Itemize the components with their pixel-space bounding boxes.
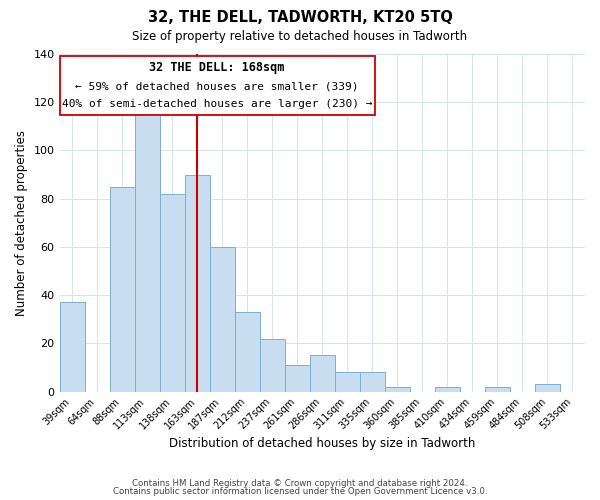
Bar <box>235 312 260 392</box>
Bar <box>535 384 560 392</box>
Bar <box>385 387 410 392</box>
X-axis label: Distribution of detached houses by size in Tadworth: Distribution of detached houses by size … <box>169 437 475 450</box>
Y-axis label: Number of detached properties: Number of detached properties <box>15 130 28 316</box>
Bar <box>335 372 360 392</box>
Bar <box>360 372 385 392</box>
Bar <box>59 302 85 392</box>
Bar <box>310 356 335 392</box>
Bar <box>110 186 134 392</box>
Bar <box>485 387 510 392</box>
Bar <box>285 365 310 392</box>
Bar <box>185 174 209 392</box>
Bar <box>209 247 235 392</box>
Text: ← 59% of detached houses are smaller (339): ← 59% of detached houses are smaller (33… <box>76 82 359 92</box>
Bar <box>260 338 285 392</box>
FancyBboxPatch shape <box>59 56 375 115</box>
Text: 32, THE DELL, TADWORTH, KT20 5TQ: 32, THE DELL, TADWORTH, KT20 5TQ <box>148 10 452 25</box>
Bar <box>435 387 460 392</box>
Text: 40% of semi-detached houses are larger (230) →: 40% of semi-detached houses are larger (… <box>62 99 373 109</box>
Text: Contains public sector information licensed under the Open Government Licence v3: Contains public sector information licen… <box>113 488 487 496</box>
Text: 32 THE DELL: 168sqm: 32 THE DELL: 168sqm <box>149 61 285 74</box>
Bar <box>134 107 160 392</box>
Text: Contains HM Land Registry data © Crown copyright and database right 2024.: Contains HM Land Registry data © Crown c… <box>132 478 468 488</box>
Bar <box>160 194 185 392</box>
Text: Size of property relative to detached houses in Tadworth: Size of property relative to detached ho… <box>133 30 467 43</box>
